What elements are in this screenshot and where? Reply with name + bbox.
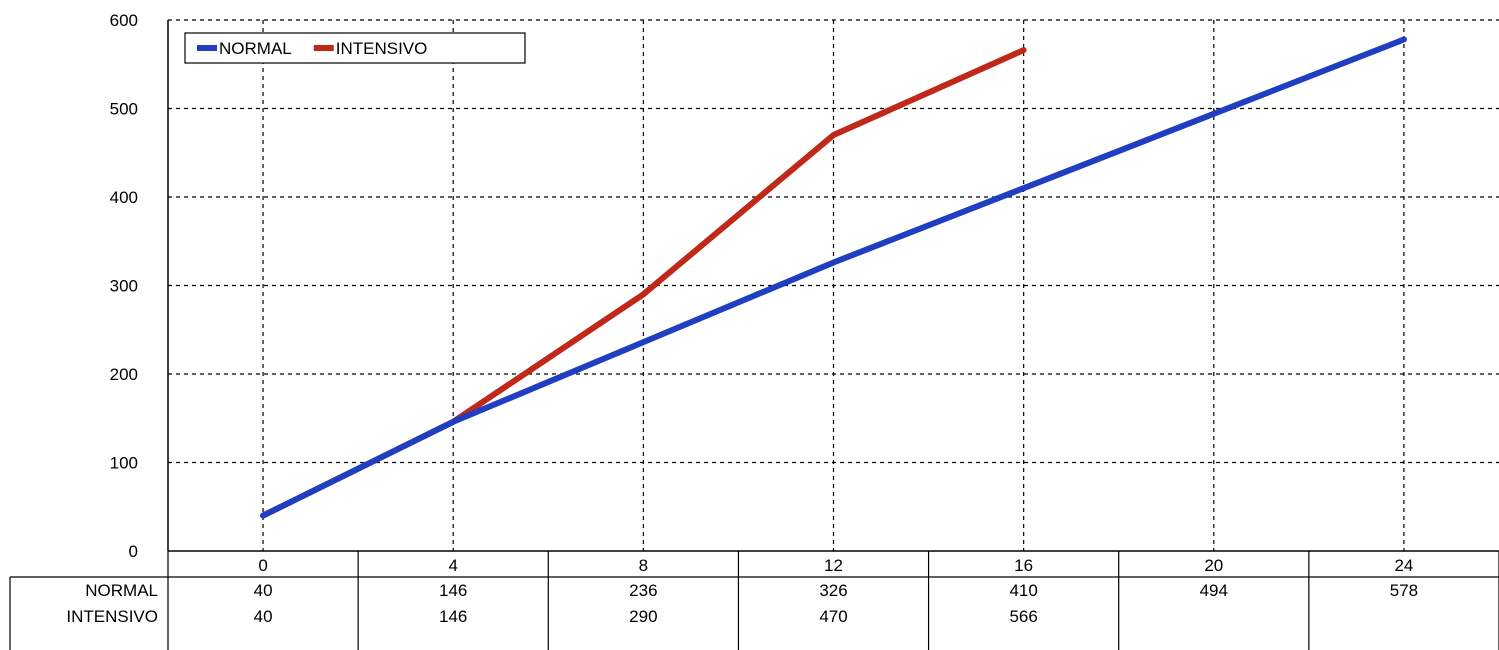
data-table-cell: 578 (1390, 581, 1418, 600)
legend-box (184, 32, 526, 64)
table-row-header: NORMAL (85, 581, 158, 600)
data-table-cell: 470 (819, 607, 847, 626)
data-table-cell: 290 (629, 607, 657, 626)
y-tick-label: 300 (110, 277, 138, 296)
series-lines (260, 36, 1407, 519)
legend: NORMAL INTENSIVO (184, 32, 526, 64)
axes (167, 20, 1499, 552)
gridlines (168, 19, 1499, 551)
data-table-cell: 410 (1009, 581, 1037, 600)
legend-label: NORMAL (219, 39, 292, 58)
y-tick-label: 500 (110, 100, 138, 119)
x-category-label: 24 (1394, 556, 1413, 575)
series-line-normal (260, 36, 1407, 519)
table-row-header: INTENSIVO (66, 607, 158, 626)
y-tick-labels: 0 100 200 300 400 500 600 (110, 11, 138, 561)
data-table-cell: 236 (629, 581, 657, 600)
y-tick-label: 600 (110, 11, 138, 30)
y-tick-label: 200 (110, 365, 138, 384)
x-category-label: 4 (448, 556, 457, 575)
data-table-cell: 494 (1200, 581, 1228, 600)
data-table-cell: 146 (439, 607, 467, 626)
y-tick-label: 400 (110, 188, 138, 207)
data-table-cell: 40 (254, 607, 273, 626)
data-table-cell: 146 (439, 581, 467, 600)
x-category-label: 8 (639, 556, 648, 575)
data-table-cell: 566 (1009, 607, 1037, 626)
x-category-label: 16 (1014, 556, 1033, 575)
data-table: 0 4 8 12 16 20 24 NORMAL 40 146 236 326 410 494 578 INT… (9, 551, 1499, 650)
x-category-label: 0 (258, 556, 267, 575)
x-category-label: 12 (824, 556, 843, 575)
legend-label: INTENSIVO (336, 39, 428, 58)
y-tick-label: 100 (110, 454, 138, 473)
x-category-label: 20 (1204, 556, 1223, 575)
y-tick-label: 0 (129, 542, 138, 561)
data-table-cell: 326 (819, 581, 847, 600)
data-table-cell: 40 (254, 581, 273, 600)
